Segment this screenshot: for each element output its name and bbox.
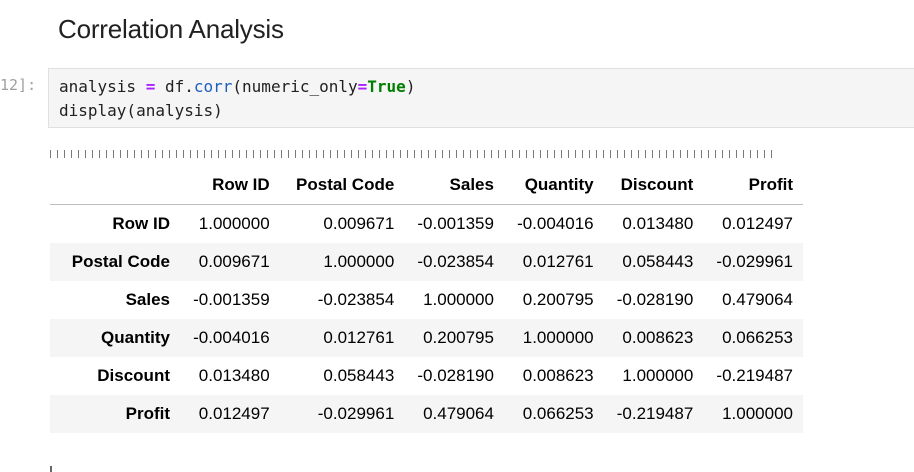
- table-cell: -0.004016: [193, 328, 270, 347]
- table-cell: -0.028190: [417, 366, 494, 385]
- table-row: Profit 0.012497 -0.029961 0.479064 0.066…: [50, 395, 803, 433]
- code-args: (numeric_only: [232, 77, 358, 96]
- table-cell: 0.009671: [198, 252, 270, 271]
- output-scroll-ticks: [50, 150, 772, 158]
- code-close: ): [405, 77, 416, 96]
- table-cell: 1.000000: [722, 404, 793, 423]
- table-cell: -0.001359: [193, 290, 270, 309]
- table-cell: 0.008623: [622, 328, 694, 347]
- row-header: Quantity: [101, 328, 170, 347]
- next-cell-edge: [50, 466, 52, 472]
- column-header: Row ID: [180, 166, 280, 205]
- code-assign: =: [357, 77, 368, 96]
- table-row: Sales -0.001359 -0.023854 1.000000 0.200…: [50, 281, 803, 319]
- table-cell: -0.004016: [517, 214, 594, 233]
- table-cell: -0.219487: [716, 366, 793, 385]
- table-cell: 0.012497: [722, 214, 793, 233]
- row-header: Profit: [125, 404, 170, 423]
- table-cell: 0.066253: [522, 404, 594, 423]
- table-cell: -0.023854: [317, 290, 395, 309]
- table-cell: 0.013480: [622, 214, 694, 233]
- table-cell: 1.000000: [198, 214, 270, 233]
- row-header: Sales: [125, 290, 170, 309]
- table-cell: 0.058443: [622, 252, 694, 271]
- table-cell: 0.009671: [323, 214, 395, 233]
- column-header: Discount: [603, 166, 704, 205]
- correlation-table: Row ID Postal Code Sales Quantity Discou…: [50, 166, 803, 433]
- table-cell: 0.479064: [722, 290, 793, 309]
- table-cell: 1.000000: [522, 328, 594, 347]
- table-cell: 1.000000: [423, 290, 494, 309]
- table-row: Discount 0.013480 0.058443 -0.028190 0.0…: [50, 357, 803, 395]
- table-cell: 0.200795: [423, 328, 494, 347]
- table-cell: -0.029961: [716, 252, 793, 271]
- table-cell: -0.001359: [417, 214, 494, 233]
- table-row: Postal Code 0.009671 1.000000 -0.023854 …: [50, 243, 803, 281]
- column-header: Postal Code: [279, 166, 405, 205]
- code-object: df.: [164, 77, 194, 96]
- table-cell: -0.028190: [616, 290, 694, 309]
- table-header-row: Row ID Postal Code Sales Quantity Discou…: [50, 166, 803, 205]
- table-cell: 0.012497: [198, 404, 270, 423]
- table-cell: 0.066253: [722, 328, 793, 347]
- table-cell: 0.012761: [522, 252, 594, 271]
- table-cell: 1.000000: [622, 366, 694, 385]
- column-header: Quantity: [503, 166, 604, 205]
- table-cell: -0.029961: [317, 404, 395, 423]
- table-cell: 0.200795: [522, 290, 594, 309]
- column-header: Sales: [404, 166, 504, 205]
- row-header: Row ID: [112, 214, 170, 233]
- code-cell-editor[interactable]: analysis = df.corr(numeric_only=True) di…: [48, 68, 914, 128]
- row-header: Discount: [97, 366, 170, 385]
- table-cell: -0.023854: [417, 252, 494, 271]
- table-cell: 0.012761: [323, 328, 395, 347]
- code-variable: analysis: [59, 77, 137, 96]
- table-cell: 1.000000: [323, 252, 395, 271]
- cell-execution-prompt: 12]:: [0, 76, 37, 94]
- table-cell: 0.013480: [198, 366, 270, 385]
- table-corner-header: [50, 166, 180, 205]
- table-cell: 0.479064: [423, 404, 494, 423]
- column-header: Profit: [703, 166, 803, 205]
- table-cell: 0.008623: [522, 366, 594, 385]
- code-method: corr: [193, 77, 233, 96]
- code-line-2: display(analysis): [59, 101, 223, 120]
- code-keyword: True: [367, 77, 406, 96]
- table-row: Row ID 1.000000 0.009671 -0.001359 -0.00…: [50, 205, 803, 244]
- section-heading: Correlation Analysis: [58, 14, 284, 44]
- code-line-1: analysis = df.corr(numeric_only=True): [59, 75, 914, 99]
- table-row: Quantity -0.004016 0.012761 0.200795 1.0…: [50, 319, 803, 357]
- row-header: Postal Code: [71, 252, 170, 271]
- table-cell: 0.058443: [323, 366, 395, 385]
- code-operator: =: [136, 77, 165, 96]
- table-cell: -0.219487: [616, 404, 694, 423]
